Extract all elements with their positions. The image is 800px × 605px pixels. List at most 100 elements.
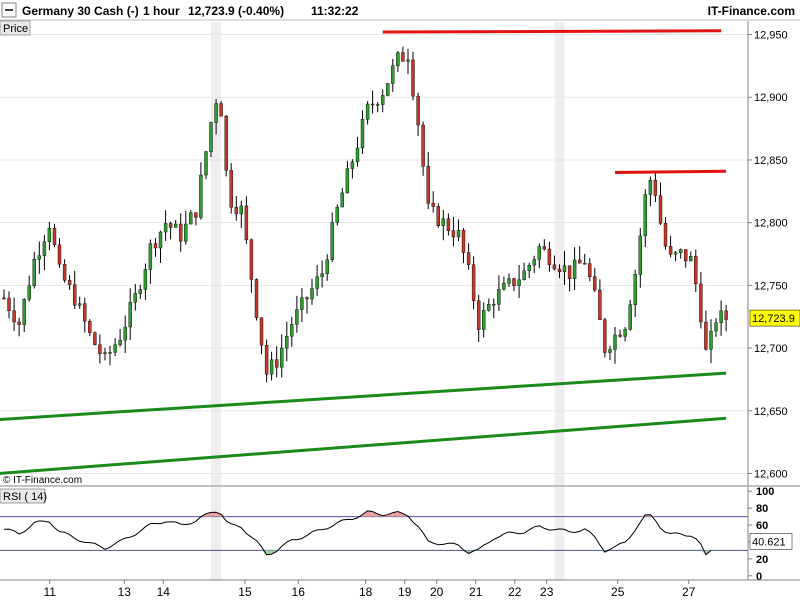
price-tick-label: 12,800 xyxy=(754,218,788,230)
instrument-title: Germany 30 Cash (-) xyxy=(22,4,139,18)
candle-body xyxy=(109,352,112,353)
candle-body xyxy=(225,116,228,170)
candle-body xyxy=(391,66,394,84)
candle-body xyxy=(124,327,127,340)
candle-body xyxy=(508,279,511,284)
rsi-tick-label: 0 xyxy=(756,571,762,583)
time-tick-label: 25 xyxy=(611,585,625,599)
candle-body xyxy=(401,53,404,62)
candle-body xyxy=(341,193,344,207)
candle-body xyxy=(149,244,152,270)
candle-body xyxy=(78,304,81,306)
candle-body xyxy=(205,152,208,175)
candle-body xyxy=(513,279,516,286)
candle-body xyxy=(104,353,107,354)
candle-body xyxy=(614,335,617,350)
time-tick-label: 16 xyxy=(292,585,306,599)
candle-body xyxy=(629,305,632,330)
price-panel-tab[interactable]: Price xyxy=(0,21,30,35)
rsi-axis: 02040608010040.621 xyxy=(748,486,792,583)
candle-body xyxy=(38,256,41,260)
candle-body xyxy=(336,207,339,222)
candle-body xyxy=(240,206,243,214)
candle-body xyxy=(669,246,672,254)
candle-body xyxy=(538,247,541,260)
candle-body xyxy=(467,253,470,265)
rsi-panel-tab[interactable]: RSI ( 14) xyxy=(0,489,47,503)
candle-body xyxy=(58,245,61,265)
candle-body xyxy=(407,60,410,61)
price-tick-label: 12,600 xyxy=(754,468,788,480)
rsi-tick-label: 100 xyxy=(756,486,774,498)
candle-body xyxy=(159,232,162,248)
candle-body xyxy=(609,350,612,353)
candle-body xyxy=(639,236,642,274)
candle-body xyxy=(679,249,682,252)
candle-body xyxy=(366,104,369,119)
candle-body xyxy=(725,311,728,320)
candle-body xyxy=(98,345,101,354)
watermark: © IT-Finance.com xyxy=(3,475,82,486)
candle-body xyxy=(43,242,46,256)
candle-body xyxy=(598,290,601,320)
candle-body xyxy=(442,219,445,226)
candle-body xyxy=(184,224,187,241)
candle-body xyxy=(487,304,490,310)
candle-body xyxy=(704,322,707,349)
candle-body xyxy=(371,104,374,105)
price-panel[interactable] xyxy=(0,21,748,486)
price-tick-label: 12,700 xyxy=(754,343,788,355)
resistance-line[interactable] xyxy=(383,31,721,32)
candle-body xyxy=(23,299,26,324)
candle-body xyxy=(134,294,137,303)
candle-body xyxy=(63,264,66,280)
candle-body xyxy=(593,277,596,290)
candle-body xyxy=(215,104,218,123)
candle-body xyxy=(306,298,309,299)
weekend-shade xyxy=(211,487,221,580)
candle-body xyxy=(684,249,687,260)
time-tick-label: 20 xyxy=(430,585,444,599)
candle-body xyxy=(144,269,147,289)
price-tick-label: 12,850 xyxy=(754,155,788,167)
candle-body xyxy=(210,123,213,152)
candle-body xyxy=(295,310,298,325)
candle-body xyxy=(326,260,329,274)
candle-body xyxy=(280,348,283,367)
candle-body xyxy=(654,180,657,195)
candle-body xyxy=(386,83,389,95)
rsi-tick-label: 60 xyxy=(756,520,768,532)
candle-body xyxy=(376,105,379,106)
resistance-line[interactable] xyxy=(615,171,726,172)
collapse-icon[interactable] xyxy=(2,3,16,17)
candle-body xyxy=(649,180,652,194)
rsi-last-label: 40.621 xyxy=(752,536,786,548)
candle-body xyxy=(33,259,36,286)
candle-body xyxy=(290,324,293,336)
candle-body xyxy=(674,253,677,255)
price-tick-label: 12,900 xyxy=(754,92,788,104)
candle-body xyxy=(472,265,475,301)
candle-body xyxy=(634,274,637,304)
rsi-panel[interactable] xyxy=(0,487,748,580)
candle-body xyxy=(220,104,223,117)
candle-body xyxy=(194,213,197,218)
candle-body xyxy=(502,283,505,289)
candle-body xyxy=(361,119,364,148)
candle-body xyxy=(119,340,122,345)
candle-body xyxy=(548,249,551,265)
time-tick-label: 14 xyxy=(157,585,171,599)
weekend-shade xyxy=(554,22,564,486)
candle-body xyxy=(73,285,76,306)
candle-body xyxy=(573,260,576,279)
candle-body xyxy=(553,265,556,269)
candle-body xyxy=(13,311,16,322)
candle-body xyxy=(179,224,182,241)
candle-body xyxy=(619,335,622,337)
time-tick-label: 11 xyxy=(43,585,56,599)
candle-body xyxy=(462,230,465,252)
candle-body xyxy=(644,195,647,236)
candle-body xyxy=(18,322,21,325)
